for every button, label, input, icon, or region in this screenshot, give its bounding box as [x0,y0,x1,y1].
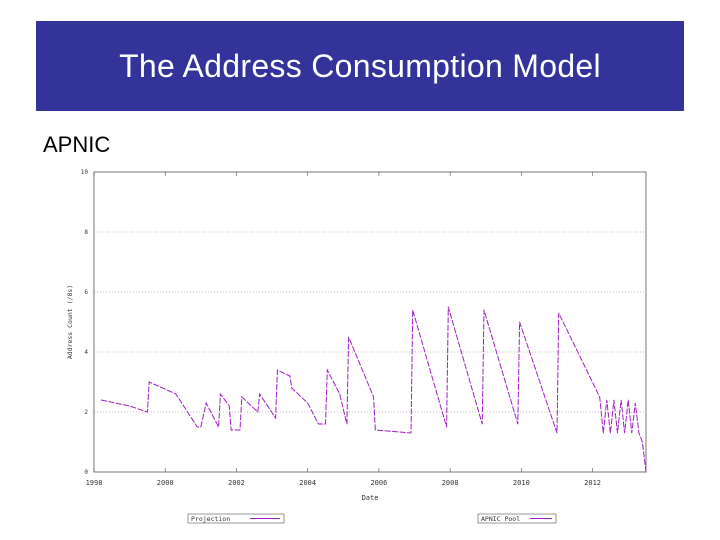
data-point [483,309,485,311]
data-point [318,423,319,425]
data-point [627,399,629,401]
data-point [241,396,243,398]
data-point [613,399,615,401]
data-point [326,369,328,371]
data-point [342,408,344,410]
data-point [631,432,633,434]
data-point [346,423,348,425]
slide-title: The Address Consumption Model [119,47,601,84]
grid-layer [94,231,646,413]
data-point [277,369,278,371]
data-point [291,387,293,389]
data-point [447,306,449,308]
data-point [558,312,560,314]
data-point [642,441,643,443]
data-point [307,402,309,404]
data-point [220,393,221,395]
data-point [412,309,414,311]
data-point [239,429,241,431]
series-line-apnic-pool [100,306,647,473]
data-point [257,411,259,413]
data-point [410,432,412,434]
data-point [620,399,622,401]
data-point [519,321,520,323]
x-tick-label: 2008 [442,479,459,487]
x-tick-label: 2010 [513,479,530,487]
data-point [599,396,601,398]
data-point [148,381,150,383]
y-tick-label: 2 [84,409,88,416]
slide-subtitle: APNIC [43,132,111,157]
y-tick-label: 8 [84,229,88,236]
data-point [147,411,148,413]
data-point [218,426,220,428]
data-point [602,432,604,434]
x-tick-label: 2004 [299,479,316,487]
data-point [228,405,230,407]
data-point [196,426,198,428]
plot-frame [93,171,647,473]
data-point [275,417,276,419]
data-point [645,471,647,473]
y-axis-label: Address Count (/8s) [66,285,74,359]
data-point [517,423,519,425]
legend-box [477,513,557,524]
data-point [289,375,291,377]
legend-label: APNIC Pool [481,515,520,523]
x-tick-label: 2000 [157,479,174,487]
x-tick-label: 2012 [584,479,601,487]
data-point [610,432,611,434]
x-tick-label: 2002 [228,479,245,487]
data-point [200,426,202,428]
title-bar: The Address Consumption Model [36,21,684,111]
y-tick-label: 0 [84,469,88,476]
legend-layer: Projection APNIC Pool [187,513,557,524]
data-point [481,423,483,425]
legend-label: Projection [191,515,230,523]
data-point [634,402,636,404]
y-tick-label: 10 [81,169,89,176]
data-point [339,393,341,395]
data-point [175,393,177,395]
data-point [348,336,349,338]
x-axis-label: Date [362,494,379,502]
y-tick-label: 4 [84,349,88,356]
data-point [606,399,608,401]
data-point [325,423,326,425]
address-consumption-chart: 0 2 4 6 8 10 1998 2000 2002 2004 2006 2008 2010 2012 D… [66,169,647,524]
data-point [129,405,130,407]
data-point [617,432,618,434]
legend-box [187,513,285,524]
data-point [446,426,447,428]
data-point [556,432,558,434]
axes-layer: 0 2 4 6 8 10 1998 2000 2002 2004 2006 2008 2010 2012 D… [66,169,647,502]
data-point [638,432,640,434]
x-tick-label: 1998 [86,479,103,487]
data-point [624,432,625,434]
data-point [230,429,232,431]
y-tick-label: 6 [84,289,88,296]
data-point [100,399,102,401]
x-tick-label: 2006 [370,479,387,487]
series-layer [100,306,647,473]
data-point [373,396,374,398]
data-point [205,402,207,404]
data-point [259,393,260,395]
data-point [374,429,376,431]
